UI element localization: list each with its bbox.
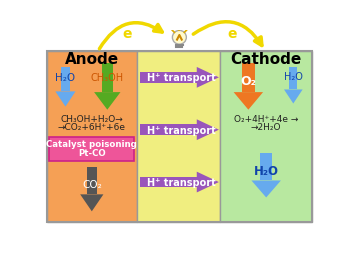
Bar	[87, 167, 97, 195]
Text: Anode: Anode	[65, 52, 119, 67]
Text: Pt-CO: Pt-CO	[78, 149, 106, 158]
Bar	[220, 52, 312, 222]
Text: e: e	[122, 27, 132, 41]
Bar	[49, 138, 134, 161]
Text: e: e	[228, 27, 237, 41]
Polygon shape	[251, 181, 281, 198]
Circle shape	[173, 31, 186, 45]
Polygon shape	[197, 120, 219, 140]
Bar	[47, 52, 137, 222]
Polygon shape	[94, 93, 120, 110]
Text: O₂: O₂	[240, 75, 256, 88]
Bar	[137, 52, 220, 222]
Text: H⁺ transport: H⁺ transport	[147, 73, 215, 83]
Bar	[140, 125, 197, 136]
Bar	[140, 177, 197, 188]
Text: CO₂: CO₂	[82, 179, 102, 189]
Text: →CO₂+6H⁺+6e: →CO₂+6H⁺+6e	[58, 123, 126, 132]
Bar	[140, 73, 197, 83]
Text: H⁺ transport: H⁺ transport	[147, 125, 215, 135]
Text: CH₃OH+H₂O→: CH₃OH+H₂O→	[61, 114, 123, 123]
Polygon shape	[234, 93, 263, 110]
Bar	[242, 64, 254, 93]
Bar	[289, 67, 297, 90]
Polygon shape	[80, 195, 104, 212]
Polygon shape	[55, 92, 76, 107]
Text: O₂+4H⁺+4e →: O₂+4H⁺+4e →	[234, 114, 298, 123]
Text: H₂O: H₂O	[254, 164, 279, 177]
Polygon shape	[284, 90, 303, 104]
Bar	[61, 67, 70, 92]
Polygon shape	[197, 68, 219, 88]
Text: H₂O: H₂O	[284, 72, 303, 82]
Bar	[102, 64, 113, 93]
Text: CH₃OH: CH₃OH	[91, 72, 124, 82]
Text: H₂O: H₂O	[55, 73, 76, 83]
Text: Cathode: Cathode	[231, 52, 302, 67]
Text: →2H₂O: →2H₂O	[251, 123, 281, 132]
Text: Catalyst poisoning: Catalyst poisoning	[47, 139, 137, 149]
Text: H⁺ transport: H⁺ transport	[147, 177, 215, 187]
Bar	[260, 153, 272, 181]
Bar	[47, 52, 312, 222]
Polygon shape	[197, 172, 219, 193]
